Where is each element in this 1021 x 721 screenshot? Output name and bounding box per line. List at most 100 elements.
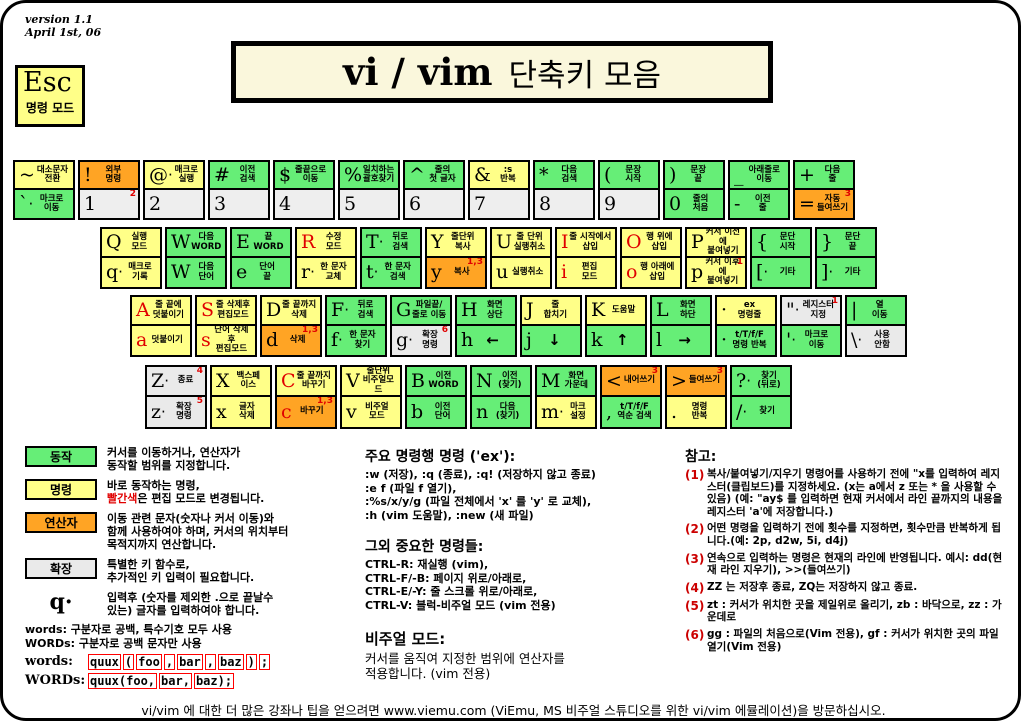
key-tilde-bottom[interactable]: ` · 마크로 이동 [15,190,73,218]
key-8[interactable]: * 다음 검색 8 [533,160,595,220]
key-backslash-bottom[interactable]: \ · 사용 안함 [847,326,905,355]
key-u-bottom[interactable]: u 실행취소 [492,258,550,287]
key-9-top[interactable]: (문장 시작 [600,162,658,190]
key-period-top[interactable]: > 들여쓰기 3 [667,367,725,397]
key-x[interactable]: X 백스페 이스 x 글자 삭제 [210,365,272,429]
key-f-bottom[interactable]: f · 한 문자 찾기 [327,326,385,355]
key-0-top[interactable]: ) 문장 끝 [665,162,723,190]
key-slash-top[interactable]: ? · 찾기 (뒤로) [732,367,790,397]
key-5-top[interactable]: % 일치하는 괄호찾기 [340,162,398,190]
key-7[interactable]: &:s 반복 7 [468,160,530,220]
key-tilde-top[interactable]: ~ 대소문자 전환 [15,162,73,190]
key-w-bottom[interactable]: W 다음 단어 [167,258,225,287]
key-8-top[interactable]: * 다음 검색 [535,162,593,190]
key-0[interactable]: ) 문장 끝 0 줄의 처음 [663,160,725,220]
key-j-top[interactable]: J 줄 합치기 [522,297,580,326]
key-3-bottom[interactable]: 3 [210,190,268,218]
key-a-bottom[interactable]: a 덧붙이기 [132,326,190,355]
key-lbracket[interactable]: {문단 시작 [· 기타 [750,227,812,289]
key-b-top[interactable]: B 이전 WORD [407,367,465,397]
key-rbracket-top[interactable]: } 문단 끝 [817,229,875,258]
key-e-top[interactable]: E 끝 WORD [232,229,290,258]
key-d-bottom[interactable]: d 삭제 1,3 [262,326,320,355]
key-v-top[interactable]: V 줄단위 비주얼모드 [342,367,400,397]
key-r-bottom[interactable]: r · 한 문자 교체 [297,258,355,287]
key-n-top[interactable]: N 이전 (찾기) [472,367,530,397]
key-minus[interactable]: _ 아래줄로 이동 - 이전 줄 [728,160,790,220]
key-i-bottom[interactable]: i 편집 모드 [557,258,615,287]
key-semicolon[interactable]: · ex 명령줄 · t/T/f/F 명령 반복 [715,295,777,357]
key-lbracket-bottom[interactable]: [· 기타 [752,258,810,287]
key-slash-bottom[interactable]: / · 찾기 [732,397,790,427]
key-semicolon-bottom[interactable]: · t/T/f/F 명령 반복 [717,326,775,355]
key-period-bottom[interactable]: . 명령 반복 [667,397,725,427]
key-f-top[interactable]: F · 뒤로 검색 [327,297,385,326]
key-6[interactable]: ^ 줄의 첫 글자 6 [403,160,465,220]
key-2[interactable]: @ · 매크로 실행 2 [143,160,205,220]
key-2-top[interactable]: @ · 매크로 실행 [145,162,203,190]
key-x-top[interactable]: X 백스페 이스 [212,367,270,397]
key-z-top[interactable]: Z · 종료 4 [147,367,205,397]
key-y-top[interactable]: Y 줄단위 복사 [427,229,485,258]
key-9-bottom[interactable]: 9 [600,190,658,218]
key-j-bottom[interactable]: j ↓ [522,326,580,355]
key-g-bottom[interactable]: g · 확장 명령 6 [392,326,450,355]
key-quote-top[interactable]: " · 레지스터 지정 1 [782,297,840,326]
key-m[interactable]: M 화면 가운데 m · 마크 설정 [535,365,597,429]
key-h-top[interactable]: H 화면 상단 [457,297,515,326]
key-6-top[interactable]: ^ 줄의 첫 글자 [405,162,463,190]
key-p-top[interactable]: P 커서 이전에 붙여넣기 [687,229,745,258]
key-period[interactable]: > 들여쓰기 3. 명령 반복 [665,365,727,429]
key-3-top[interactable]: # 이전 검색 [210,162,268,190]
key-p[interactable]: P 커서 이전에 붙여넣기 p 커서 이후에 붙여넣기 1 [685,227,747,289]
key-equal-bottom[interactable]: = 자동 들여쓰기 3 [795,190,853,218]
key-4-bottom[interactable]: 4 [275,190,333,218]
key-5-bottom[interactable]: 5 [340,190,398,218]
key-esc[interactable]: Esc 명령 모드 [15,65,85,127]
key-e[interactable]: E 끝 WORD e 단어 끝 [230,227,292,289]
key-quote[interactable]: " · 레지스터 지정 1 ' · 마크로 이동 [780,295,842,357]
key-minus-top[interactable]: _ 아래줄로 이동 [730,162,788,190]
key-equal[interactable]: + 다음 줄 = 자동 들여쓰기 3 [793,160,855,220]
key-r-top[interactable]: R 수정 모드 [297,229,355,258]
key-7-bottom[interactable]: 7 [470,190,528,218]
key-g[interactable]: G 파일끝/줄로 이동 g · 확장 명령 6 [390,295,452,357]
key-w[interactable]: W 다음 WORD W 다음 단어 [165,227,227,289]
key-1[interactable]: ! 외부 명령 1 2 [78,160,140,220]
key-equal-top[interactable]: + 다음 줄 [795,162,853,190]
key-x-bottom[interactable]: x 글자 삭제 [212,397,270,427]
key-n-bottom[interactable]: n 다음 (찾기) [472,397,530,427]
key-1-top[interactable]: ! 외부 명령 [80,162,138,190]
key-backslash-top[interactable]: | 열 이동 [847,297,905,326]
key-l-bottom[interactable]: l → [652,326,710,355]
key-t[interactable]: T · 뒤로 검색 t · 한 문자 검색 [360,227,422,289]
key-r[interactable]: R 수정 모드 r · 한 문자 교체 [295,227,357,289]
key-0-bottom[interactable]: 0 줄의 처음 [665,190,723,218]
key-7-top[interactable]: &:s 반복 [470,162,528,190]
key-f[interactable]: F · 뒤로 검색 f · 한 문자 찾기 [325,295,387,357]
key-slash[interactable]: ? · 찾기 (뒤로) / · 찾기 [730,365,792,429]
key-p-bottom[interactable]: p 커서 이후에 붙여넣기 1 [687,258,745,287]
key-lbracket-top[interactable]: {문단 시작 [752,229,810,258]
key-q-top[interactable]: Q 실행 모드 [102,229,160,258]
key-2-bottom[interactable]: 2 [145,190,203,218]
key-5[interactable]: % 일치하는 괄호찾기 5 [338,160,400,220]
key-h[interactable]: H 화면 상단 h ← [455,295,517,357]
key-rbracket-bottom[interactable]: ] · 기타 [817,258,875,287]
key-s-bottom[interactable]: s 단어 삭제후 편집모드 [197,326,255,355]
key-z-bottom[interactable]: z · 확장 명령 5 [147,397,205,427]
